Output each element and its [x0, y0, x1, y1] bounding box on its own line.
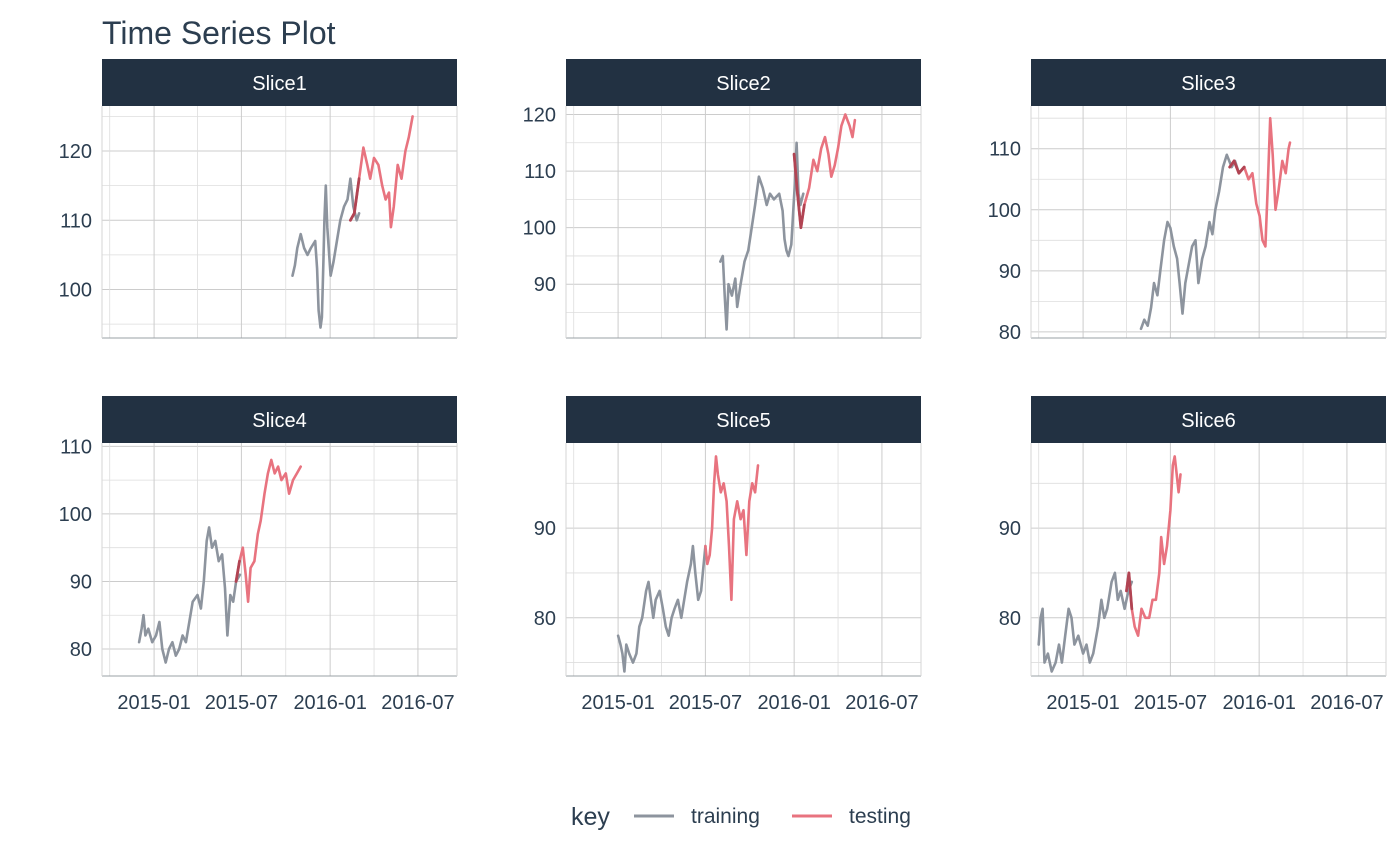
x-tick-label: 2015-01 — [1046, 692, 1119, 714]
facet-strip-label: Slice1 — [252, 73, 306, 95]
y-tick-label: 110 — [989, 139, 1021, 161]
y-tick-label: 80 — [534, 608, 556, 630]
facet-panel: Slice1 100 110 120 — [59, 59, 458, 339]
series-line-training — [719, 141, 805, 331]
series-line-overlap — [234, 559, 241, 583]
facet-strip-label: Slice4 — [252, 410, 306, 432]
x-tick-label: 2016-07 — [1310, 692, 1383, 714]
facet-panel: Slice4 80 90 100 110 2015-01 2015-07 2016-01 201… — [59, 396, 458, 714]
y-tick-label: 100 — [59, 504, 92, 526]
facet-strip-label: Slice6 — [1181, 410, 1235, 432]
y-tick-label: 110 — [60, 210, 92, 232]
facet-panel: Slice3 80 90 100 110 — [988, 59, 1387, 344]
facet-panel: Slice6 80 90 2015-01 2015-07 2016-01 2016-07 — [999, 396, 1387, 714]
x-tick-label: 2016-01 — [757, 692, 830, 714]
facet-strip — [566, 59, 921, 106]
y-tick-label: 100 — [59, 280, 92, 302]
facet-strip-label: Slice3 — [1181, 73, 1235, 95]
series-line-overlap — [1228, 159, 1246, 175]
x-tick-label: 2016-07 — [845, 692, 918, 714]
chart-title: Time Series Plot — [102, 15, 336, 51]
series-line-testing — [349, 115, 414, 229]
series-line-training — [137, 526, 242, 664]
y-tick-label: 80 — [999, 608, 1021, 630]
series-line-overlap — [1125, 571, 1134, 611]
x-tick-label: 2015-01 — [117, 692, 190, 714]
series-line-training — [291, 177, 361, 329]
series-line-training — [1037, 571, 1134, 673]
x-tick-label: 2015-01 — [581, 692, 654, 714]
series-line-testing — [1228, 116, 1292, 248]
legend-title: key — [571, 803, 610, 831]
facet-strip — [102, 59, 457, 106]
y-tick-label: 90 — [999, 261, 1021, 283]
legend-label-testing: testing — [849, 805, 911, 828]
y-tick-label: 100 — [988, 200, 1021, 222]
y-tick-label: 90 — [534, 518, 556, 540]
x-tick-label: 2015-07 — [669, 692, 742, 714]
series-line-overlap — [792, 152, 806, 230]
x-tick-label: 2015-07 — [1134, 692, 1207, 714]
y-tick-label: 90 — [70, 571, 92, 593]
y-tick-label: 100 — [523, 218, 556, 240]
y-tick-label: 120 — [59, 141, 92, 163]
x-tick-label: 2016-01 — [1222, 692, 1295, 714]
y-tick-label: 80 — [70, 639, 92, 661]
facet-strip — [1031, 59, 1386, 106]
y-tick-label: 90 — [999, 518, 1021, 540]
y-tick-label: 80 — [999, 322, 1021, 344]
facet-panel: Slice2 90 100 110 120 — [523, 59, 922, 339]
series-line-training — [1139, 153, 1246, 331]
x-tick-label: 2016-01 — [293, 692, 366, 714]
facet-panel: Slice5 80 90 2015-01 2015-07 2016-01 2016-07 — [534, 396, 922, 714]
series-line-overlap — [349, 177, 361, 222]
x-tick-label: 2016-07 — [381, 692, 454, 714]
facet-strip — [566, 396, 921, 443]
legend: key training testing — [571, 803, 911, 831]
x-tick-label: 2015-07 — [205, 692, 278, 714]
y-tick-label: 90 — [534, 274, 556, 296]
series-line-testing — [234, 458, 302, 603]
y-tick-label: 120 — [523, 104, 556, 126]
series-line-testing — [1125, 455, 1182, 637]
facet-strip-label: Slice2 — [716, 73, 770, 95]
legend-label-training: training — [691, 805, 760, 828]
y-tick-label: 110 — [60, 436, 92, 458]
series-line-training — [616, 544, 707, 673]
facet-panels: Slice1 100 110 120 Slice2 90 100 110 120 Slice3 80… — [59, 59, 1387, 714]
series-line-testing — [704, 455, 760, 602]
y-tick-label: 110 — [524, 161, 556, 183]
facet-strip — [102, 396, 457, 443]
facet-strip-label: Slice5 — [716, 410, 770, 432]
facet-strip — [1031, 396, 1386, 443]
